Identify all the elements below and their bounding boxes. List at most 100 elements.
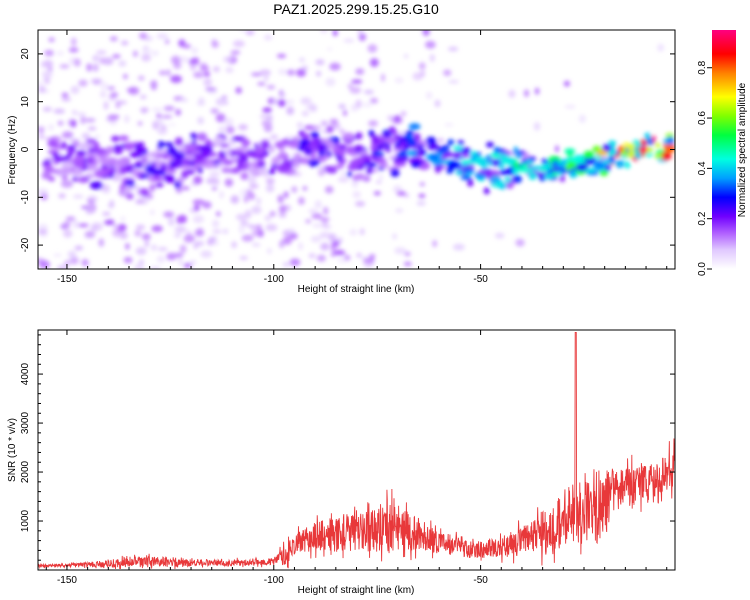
spectrogram-ridge-cell — [513, 146, 519, 155]
spectrogram-noise-cell — [363, 177, 371, 181]
spectrogram-noise-cell — [183, 262, 193, 269]
spectrogram-ridge-cell — [455, 169, 463, 176]
spectrogram-noise-cell — [222, 228, 229, 235]
spectrogram-noise-cell — [256, 224, 262, 231]
spectrogram-noise-cell — [151, 50, 159, 56]
spectrogram-y-ticks: -20 -10 0 10 20 — [20, 48, 675, 252]
spectrogram-noise-cell — [448, 80, 460, 84]
spectrogram-noise-cell — [103, 101, 109, 110]
spectrogram-ridge-cell — [70, 158, 83, 167]
spectrogram-ridge-cell — [567, 161, 577, 168]
spectrogram-ridge-cell — [163, 142, 174, 147]
spectrogram-noise-cell — [357, 30, 364, 36]
spectrogram-noise-cell — [90, 78, 103, 84]
spectrogram-noise-cell — [418, 193, 426, 199]
spectrogram-noise-cell — [329, 118, 339, 125]
spectrogram-noise-cell — [323, 206, 329, 216]
spectrogram-noise-cell — [38, 129, 44, 134]
spectrogram-ridge-cell — [101, 159, 112, 166]
spectrogram-noise-cell — [81, 205, 89, 209]
spectrogram-noise-cell — [38, 223, 49, 231]
spectrogram-ridge-cell — [654, 143, 661, 148]
spectrogram-noise-cell — [196, 101, 206, 106]
spectrogram-ridge-cell — [512, 167, 519, 174]
spectrogram-ridge-cell — [336, 156, 343, 162]
spectrogram-ridge-cell — [489, 176, 502, 183]
spectrogram-noise-cell — [153, 119, 165, 128]
spectrogram-noise-cell — [400, 111, 407, 117]
spectrogram-noise-cell — [99, 90, 107, 98]
spectrogram-noise-cell — [257, 82, 266, 86]
spectrogram-noise-cell — [381, 73, 385, 82]
spectrogram-ridge-cell — [155, 169, 166, 176]
snr-y-tick-label: 1000 — [20, 509, 31, 532]
spectrogram-noise-cell — [123, 256, 133, 264]
spectrogram-ridge-cell — [135, 160, 143, 166]
spectrogram-noise-cell — [392, 233, 397, 240]
spectrogram-noise-cell — [196, 227, 204, 237]
spectrogram-noise-cell — [425, 40, 436, 49]
spectrogram-noise-cell — [419, 182, 425, 187]
spectrogram-ridge-cell — [61, 162, 74, 169]
spectrogram-ridge-cell — [406, 150, 418, 156]
spectrogram-ridge-cell — [139, 173, 150, 179]
spectrogram-noise-cell — [305, 219, 312, 224]
spectrogram-noise-cell — [70, 37, 77, 47]
spectrogram-noise-cell — [395, 208, 404, 213]
spectrogram-noise-cell — [351, 79, 363, 84]
spectrogram-noise-cell — [256, 197, 262, 205]
spectrogram-ridge-cell — [149, 151, 157, 157]
spectrogram-noise-cell — [347, 83, 353, 89]
spectrogram-noise-cell — [112, 54, 121, 59]
spectrogram-ridge-cell — [131, 168, 139, 173]
spectrogram-ridge-cell — [156, 153, 165, 158]
spectrogram-noise-cell — [235, 87, 242, 94]
spectrogram-ridge-cell — [506, 156, 516, 166]
spectrogram-ridge-cell — [221, 167, 232, 173]
spectrogram-ridge-cell — [129, 151, 142, 158]
spectrogram-noise-cell — [176, 215, 183, 224]
spectrogram-noise-cell — [87, 126, 97, 131]
spectrogram-noise-cell — [208, 237, 216, 243]
spectrogram-ridge-cell — [181, 170, 189, 179]
spectrogram-noise-cell — [349, 228, 358, 236]
spectrogram-noise-cell — [201, 201, 212, 209]
spectrogram-ridge-cell — [461, 153, 471, 158]
spectrogram-noise-cell — [38, 126, 46, 131]
spectrogram-noise-cell — [296, 122, 304, 128]
spectrogram-ridge-cell — [552, 160, 559, 168]
spectrogram-noise-cell — [62, 229, 73, 238]
spectrogram-ridge-cell — [564, 148, 576, 155]
colorbar-tick-label: 0.6 — [697, 111, 708, 125]
spectrogram-noise-cell — [134, 263, 145, 269]
spectrogram-noise-cell — [404, 251, 411, 257]
spectrogram-noise-cell — [378, 173, 383, 181]
spectrogram-noise-cell — [248, 225, 258, 229]
spectrogram-ridge-cell — [667, 136, 674, 146]
spectrogram-noise-cell — [175, 109, 182, 116]
spectrogram-ridge-cell — [305, 147, 313, 156]
snr-x-ticks: -150 -100 -50 — [45, 330, 668, 586]
spectrogram-noise-cell — [355, 68, 365, 75]
spectrogram-noise-cell — [247, 192, 256, 200]
spectrogram-noise-cell — [289, 232, 298, 240]
snr-x-tick-label: -150 — [57, 575, 77, 586]
spectrogram-noise-cell — [90, 224, 99, 232]
spectrogram-ridge-cell — [483, 187, 490, 195]
spectrogram-noise-cell — [211, 186, 218, 191]
spectrogram-ridge-cell — [204, 161, 214, 169]
spectrogram-ridge-cell — [95, 148, 107, 154]
spectrogram-noise-cell — [243, 194, 249, 203]
spectrogram-y-axis-label: Frequency (Hz) — [7, 116, 18, 185]
spectrogram-ridge-cell — [453, 146, 463, 152]
spectrogram-noise-cell — [534, 87, 540, 95]
spectrogram-ridge-cell — [435, 165, 441, 174]
spectrogram-noise-cell — [210, 108, 219, 114]
spectrogram-noise-cell — [123, 73, 128, 80]
spectrogram-noise-cell — [43, 59, 54, 69]
spectrogram-ridge-cell — [308, 158, 320, 167]
spectrogram-ridge-cell — [569, 170, 578, 179]
spectrogram-ridge-cell — [521, 162, 529, 169]
spectrogram-noise-cell — [61, 131, 74, 139]
spectrogram-noise-cell — [316, 254, 326, 262]
